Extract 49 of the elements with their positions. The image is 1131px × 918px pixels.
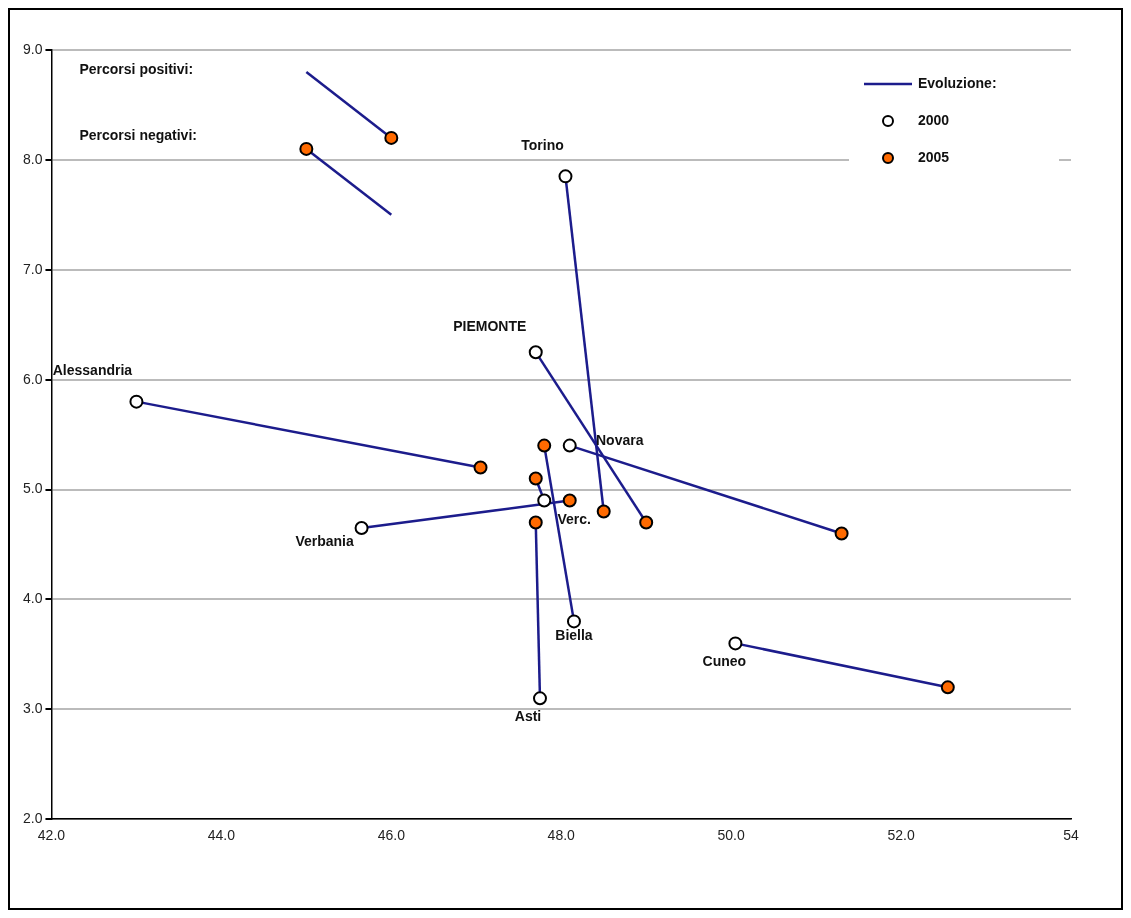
y-tick-label: 6.0 <box>22 370 43 387</box>
x-tick-label: 44.0 <box>207 827 236 844</box>
x-tick-label: 48.0 <box>547 827 576 844</box>
legend-label: 2005 <box>918 148 950 165</box>
x-tick-label: 50.0 <box>717 827 745 844</box>
point <box>299 141 314 156</box>
point <box>537 438 552 453</box>
annotation: Biella <box>555 627 593 644</box>
x-tick-label: 46.0 <box>377 827 406 844</box>
point <box>129 394 144 409</box>
legend-label: Evoluzione: <box>918 74 997 91</box>
annotation: Cuneo <box>702 653 747 670</box>
annotation: Percorsi positivi: <box>79 60 194 77</box>
y-tick-label: 4.0 <box>22 590 43 607</box>
y-tick-label: 9.0 <box>22 40 43 57</box>
annotation: Torino <box>521 137 564 154</box>
point <box>473 460 488 475</box>
point <box>940 680 955 695</box>
point <box>596 504 611 519</box>
point <box>528 471 543 486</box>
point <box>354 521 369 535</box>
point <box>639 515 654 530</box>
y-tick-label: 8.0 <box>22 150 43 167</box>
annotation: Verbania <box>295 532 354 549</box>
y-tick-label: 5.0 <box>22 480 43 497</box>
point <box>528 515 543 530</box>
annotation: Novara <box>595 432 644 449</box>
point <box>562 438 577 453</box>
y-tick-label: 2.0 <box>22 810 43 827</box>
x-tick-label: 42.0 <box>37 827 66 844</box>
point <box>528 345 543 360</box>
annotation: Percorsi negativi: <box>79 126 197 143</box>
point <box>384 130 399 145</box>
point <box>566 614 581 629</box>
annotation: Asti <box>514 708 542 725</box>
annotation: PIEMONTE <box>453 318 527 335</box>
x-tick-label: 54 <box>1063 827 1079 844</box>
point <box>537 493 552 508</box>
legend-label: 2000 <box>918 111 950 128</box>
point <box>532 691 547 706</box>
annotation: Verc. <box>557 511 591 528</box>
point <box>834 526 849 541</box>
point <box>562 493 577 508</box>
y-tick-label: 7.0 <box>22 260 43 277</box>
point <box>728 636 743 651</box>
x-tick-label: 52.0 <box>887 827 915 844</box>
annotation: Alessandria <box>52 362 133 379</box>
point <box>558 169 573 184</box>
y-tick-label: 3.0 <box>22 700 43 717</box>
